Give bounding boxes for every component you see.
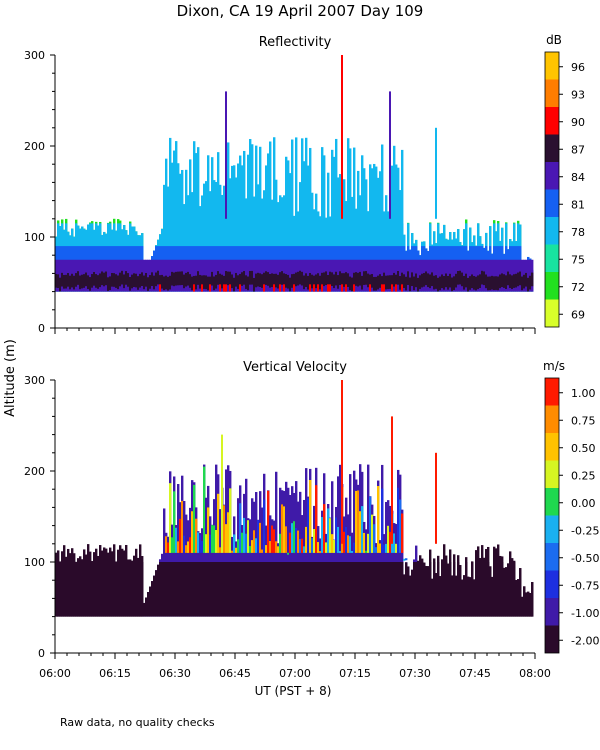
panel-reflectivity: Reflectivity 0 100 200 300 dB 96 93 90 87 84 81 78 75… bbox=[24, 33, 585, 335]
y-tick-label: 200 bbox=[24, 465, 45, 478]
x-tick-label: 06:00 bbox=[39, 667, 71, 680]
colorbar-swatch bbox=[545, 543, 559, 571]
colorbar-swatch bbox=[545, 189, 559, 217]
colorbar-tick-label: 93 bbox=[571, 88, 585, 101]
colorbar: dB 96 93 90 87 84 81 78 75 72 69 bbox=[544, 33, 585, 328]
echo-spike bbox=[341, 380, 343, 544]
echo-spike bbox=[221, 434, 223, 544]
x-tick-label: 08:00 bbox=[519, 667, 551, 680]
colorbar-swatch bbox=[545, 515, 559, 543]
x-tick-label: 07:15 bbox=[339, 667, 371, 680]
y-tick-label: 300 bbox=[24, 374, 45, 387]
colorbar-unit: m/s bbox=[543, 359, 565, 373]
y-tick-label: 0 bbox=[38, 322, 45, 335]
axes: 0 100 200 300 bbox=[24, 49, 536, 335]
echo-spike bbox=[435, 452, 437, 544]
echo-spike bbox=[435, 127, 437, 219]
x-tick-label: 06:15 bbox=[99, 667, 131, 680]
x-tick-label: 07:30 bbox=[399, 667, 431, 680]
echo-spike bbox=[225, 91, 227, 219]
x-tick-label: 07:45 bbox=[459, 667, 491, 680]
colorbar-tick-label: 72 bbox=[571, 281, 585, 294]
colorbar-swatch bbox=[545, 625, 559, 653]
colorbar-swatch bbox=[545, 244, 559, 272]
echo-spike bbox=[389, 91, 391, 219]
colorbar-frame bbox=[544, 377, 560, 654]
colorbar-tick-label: 87 bbox=[571, 143, 585, 156]
x-tick-label: 06:45 bbox=[219, 667, 251, 680]
colorbar-tick-label: 1.00 bbox=[571, 387, 596, 400]
colorbar-swatch bbox=[545, 460, 559, 488]
panel-title: Vertical Velocity bbox=[243, 360, 347, 375]
colorbar-tick-label: -2.00 bbox=[571, 634, 599, 647]
colorbar-swatch bbox=[545, 79, 559, 107]
x-tick-label: 06:30 bbox=[159, 667, 191, 680]
colorbar-swatch bbox=[545, 217, 559, 245]
axes: 0 100 200 300 06:00 06:15 06:30 06:45 07:00 07:15… bbox=[24, 374, 551, 680]
colorbar-frame bbox=[544, 51, 560, 328]
colorbar-swatch bbox=[545, 107, 559, 135]
colorbar-swatch bbox=[545, 299, 559, 327]
colorbar-swatch bbox=[545, 134, 559, 162]
colorbar-swatch bbox=[545, 162, 559, 190]
colorbar-tick-label: 75 bbox=[571, 253, 585, 266]
data-field bbox=[55, 55, 534, 292]
colorbar-tick-label: -1.00 bbox=[571, 607, 599, 620]
colorbar-tick-label: 0.75 bbox=[571, 414, 596, 427]
colorbar-tick-label: -0.25 bbox=[571, 524, 599, 537]
y-axis-label: Altitude (m) bbox=[3, 339, 18, 417]
footer-note: Raw data, no quality checks bbox=[60, 716, 215, 729]
colorbar-tick-label: 90 bbox=[571, 116, 585, 129]
colorbar-swatch bbox=[545, 52, 559, 80]
colorbar-tick-label: -0.75 bbox=[571, 579, 599, 592]
colorbar-tick-label: 0.50 bbox=[571, 442, 596, 455]
colorbar-tick-label: 81 bbox=[571, 198, 585, 211]
panel-vertical-velocity: Vertical Velocity 0 100 200 300 06:00 06:15 06:… bbox=[24, 359, 599, 680]
colorbar-swatch bbox=[545, 405, 559, 433]
colorbar-tick-label: 78 bbox=[571, 226, 585, 239]
y-tick-label: 200 bbox=[24, 140, 45, 153]
y-tick-label: 0 bbox=[38, 647, 45, 660]
y-tick-label: 100 bbox=[24, 556, 45, 569]
colorbar-tick-label: -0.50 bbox=[571, 552, 599, 565]
colorbar-tick-label: 96 bbox=[571, 61, 585, 74]
colorbar-tick-label: 69 bbox=[571, 308, 585, 321]
y-tick-label: 300 bbox=[24, 49, 45, 62]
colorbar-swatch bbox=[545, 488, 559, 516]
y-tick-label: 100 bbox=[24, 231, 45, 244]
colorbar-swatch bbox=[545, 272, 559, 300]
figure-title: Dixon, CA 19 April 2007 Day 109 bbox=[177, 2, 424, 20]
echo-spike bbox=[391, 416, 393, 544]
colorbar-swatch bbox=[545, 570, 559, 598]
colorbar-swatch bbox=[545, 433, 559, 461]
panel-title: Reflectivity bbox=[259, 35, 332, 50]
x-axis-label: UT (PST + 8) bbox=[255, 684, 332, 698]
echo-spike bbox=[341, 55, 343, 219]
colorbar-unit: dB bbox=[546, 33, 562, 47]
colorbar-swatch bbox=[545, 598, 559, 626]
x-tick-label: 07:00 bbox=[279, 667, 311, 680]
colorbar-tick-label: 84 bbox=[571, 171, 585, 184]
colorbar-tick-label: 0.00 bbox=[571, 497, 596, 510]
data-field bbox=[55, 380, 534, 617]
colorbar-tick-label: 0.25 bbox=[571, 469, 596, 482]
colorbar-swatch bbox=[545, 378, 559, 406]
colorbar: m/s 1.00 0.75 0.50 0.25 0.00 -0.25 -0.50 -0.75 -1… bbox=[543, 359, 599, 654]
